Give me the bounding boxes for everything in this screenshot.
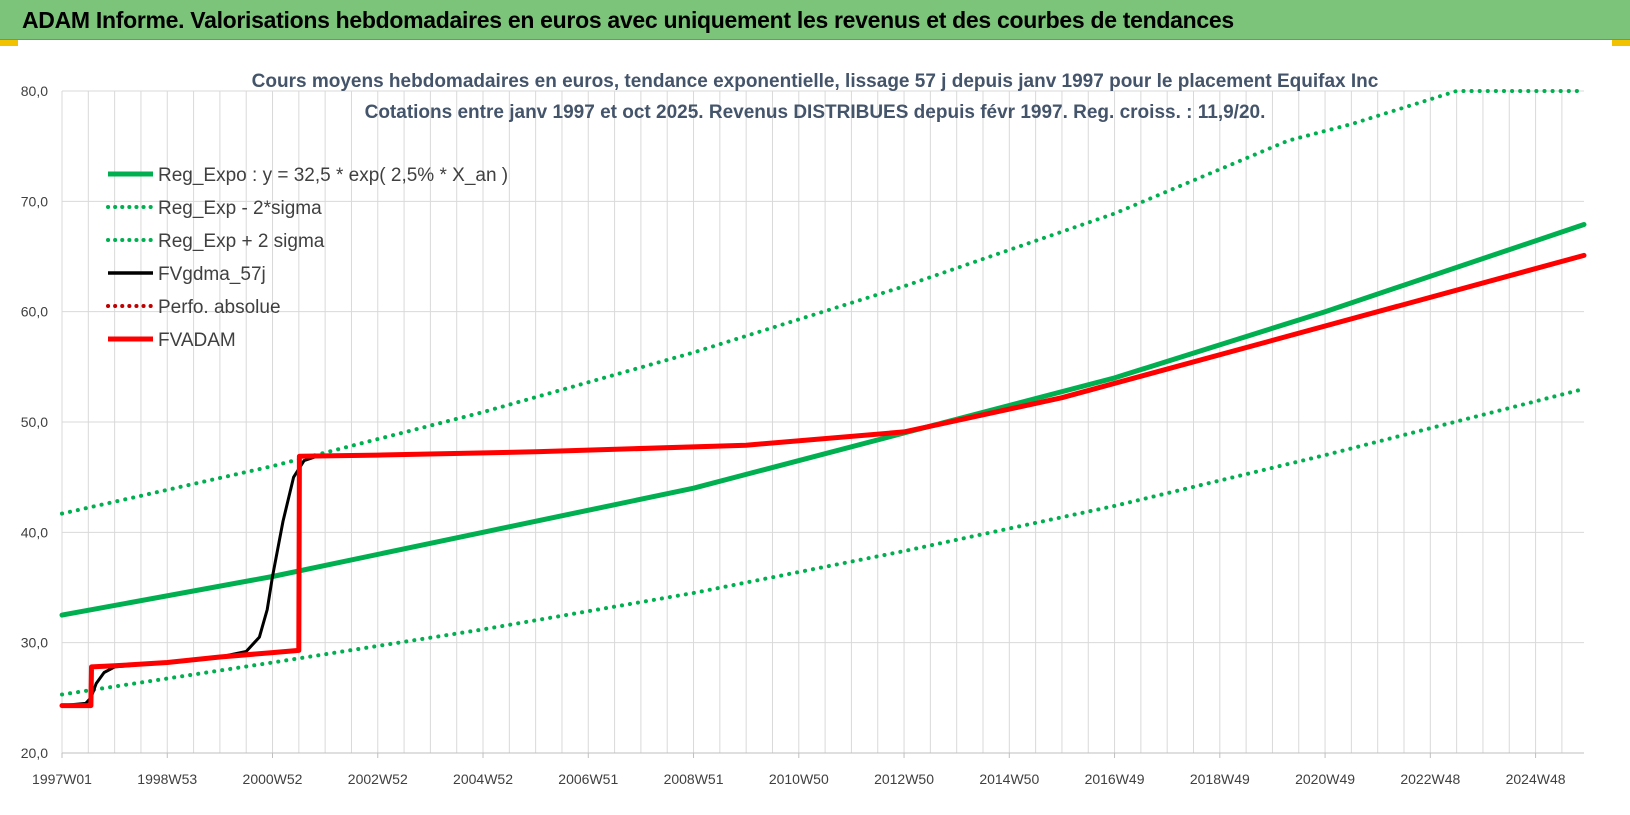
legend-label-0: Reg_Expo : y = 32,5 * exp( 2,5% * X_an ) — [158, 165, 508, 186]
chart: 20,0 30,0 40,0 50,0 60,0 70,0 80,0 1997W01 1998W… — [21, 71, 1587, 787]
x-tick-label: 2020W49 — [1295, 771, 1355, 787]
x-tick-label: 2016W49 — [1085, 771, 1145, 787]
report-title-bar: ADAM Informe. Valorisations hebdomadaire… — [0, 0, 1630, 40]
x-tick-label: 1998W53 — [137, 771, 197, 787]
series-line-0 — [59, 222, 1587, 618]
chart-title-line-2: Cotations entre janv 1997 et oct 2025. R… — [365, 102, 1266, 123]
legend-label-3: FVgdma_57j — [158, 264, 266, 285]
x-tick-label: 2018W49 — [1190, 771, 1250, 787]
legend: Reg_Expo : y = 32,5 * exp( 2,5% * X_an )… — [106, 165, 508, 351]
x-tick-label: 1997W01 — [32, 771, 92, 787]
y-tick-label: 80,0 — [21, 83, 48, 99]
report-title: ADAM Informe. Valorisations hebdomadaire… — [22, 7, 1234, 33]
grid — [61, 90, 1584, 754]
legend-label-5: FVADAM — [158, 330, 236, 351]
y-tick-label: 60,0 — [21, 304, 48, 320]
x-tick-label: 2002W52 — [348, 771, 408, 787]
x-tick-label: 2010W50 — [769, 771, 829, 787]
y-tick-label: 50,0 — [21, 414, 48, 430]
series-line-3 — [60, 253, 1586, 708]
series-lines — [59, 89, 1587, 709]
x-tick-label: 2000W52 — [243, 771, 303, 787]
y-tick-label: 40,0 — [21, 524, 48, 540]
corner-mark-right — [1612, 40, 1630, 46]
series-line-5 — [59, 252, 1587, 709]
x-tick-label: 2006W51 — [558, 771, 618, 787]
chart-title-line-1: Cours moyens hebdomadaires en euros, ten… — [252, 71, 1379, 92]
x-tick-label: 2024W48 — [1506, 771, 1566, 787]
x-tick-label: 2008W51 — [664, 771, 724, 787]
legend-label-1: Reg_Exp - 2*sigma — [158, 198, 322, 219]
x-tick-label: 2004W52 — [453, 771, 513, 787]
x-tick-label: 2012W50 — [874, 771, 934, 787]
series-line-2 — [60, 89, 1586, 516]
x-tick-label: 2014W50 — [979, 771, 1039, 787]
legend-label-4: Perfo. absolue — [158, 297, 281, 318]
y-tick-label: 20,0 — [21, 745, 48, 761]
axes: 20,0 30,0 40,0 50,0 60,0 70,0 80,0 1997W01 1998W… — [21, 83, 1584, 787]
y-tick-label: 30,0 — [21, 635, 48, 651]
corner-mark-left — [0, 40, 18, 46]
series-line-1 — [60, 386, 1586, 697]
legend-label-2: Reg_Exp + 2 sigma — [158, 231, 325, 252]
x-tick-label: 2022W48 — [1400, 771, 1460, 787]
y-tick-label: 70,0 — [21, 193, 48, 209]
